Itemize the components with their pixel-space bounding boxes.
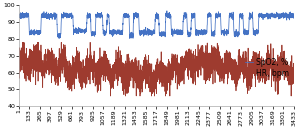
HR, bpm — [17, 72, 20, 74]
SpO2, % — [17, 13, 20, 14]
HR, bpm — [83, 79, 86, 81]
SpO2, % — [292, 14, 296, 16]
HR, bpm — [292, 70, 296, 72]
HR, bpm — [19, 53, 22, 54]
SpO2, % — [125, 15, 128, 17]
HR, bpm — [114, 60, 117, 62]
SpO2, % — [267, 17, 271, 18]
SpO2, % — [128, 38, 131, 39]
HR, bpm — [21, 42, 25, 43]
Line: SpO2, %: SpO2, % — [19, 11, 294, 38]
Line: HR, bpm: HR, bpm — [19, 42, 294, 96]
SpO2, % — [225, 33, 228, 34]
SpO2, % — [83, 29, 86, 30]
SpO2, % — [19, 17, 22, 18]
Legend: SpO2, %, HR, bpm: SpO2, %, HR, bpm — [244, 56, 290, 79]
HR, bpm — [267, 49, 271, 51]
HR, bpm — [225, 60, 228, 62]
SpO2, % — [165, 10, 169, 12]
SpO2, % — [114, 32, 117, 34]
HR, bpm — [109, 95, 112, 97]
HR, bpm — [125, 76, 129, 78]
